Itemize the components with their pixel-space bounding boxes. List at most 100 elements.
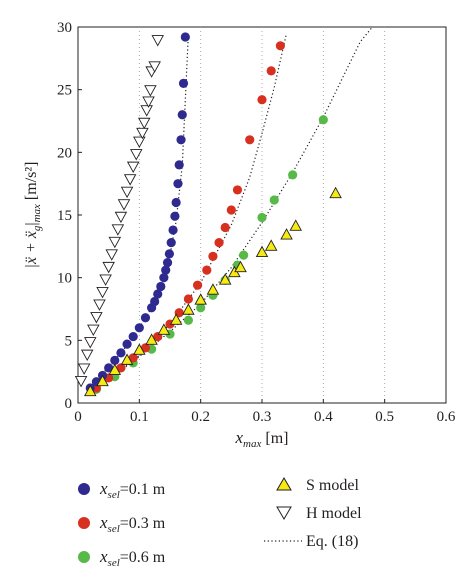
y-axis-label-unit: [m/s²]	[23, 161, 40, 200]
point-x-sel-0-3-m	[226, 205, 236, 215]
point-s-model	[280, 228, 293, 240]
point-x-sel-0-1-m	[173, 179, 183, 189]
legend-marker-triangle-down	[276, 506, 292, 520]
point-x-sel-0-1-m	[122, 339, 132, 349]
y-tick-label: 0	[65, 396, 73, 412]
x-ticks: 0 0.1 0.2 0.3 0.4 0.5 0.6	[74, 399, 456, 425]
point-x-sel-0-1-m	[161, 265, 171, 275]
point-h-model	[140, 105, 153, 117]
legend-label-xsel-0.3: xsel=0.3 m	[99, 513, 166, 535]
legend-marker-green-circle	[78, 551, 90, 563]
point-s-model	[145, 333, 158, 345]
point-x-sel-0-3-m	[193, 280, 203, 290]
point-h-model	[142, 96, 155, 108]
legend-item-xsel-0.3: xsel=0.3 m	[78, 513, 166, 535]
point-x-sel-0-3-m	[232, 185, 243, 195]
point-x-sel-0-1-m	[178, 78, 189, 88]
point-x-sel-0-1-m	[164, 249, 174, 259]
y-tick-label: 15	[57, 208, 72, 224]
point-x-sel-0-3-m	[183, 294, 193, 304]
legend-marker-blue-circle	[78, 483, 90, 495]
legend-item-xsel-0.1: xsel=0.1 m	[78, 479, 166, 501]
point-h-model	[96, 287, 109, 299]
point-h-model	[148, 61, 161, 73]
point-x-sel-0-3-m	[128, 353, 138, 363]
y-tick-label: 5	[65, 333, 73, 349]
point-x-sel-0-6-m	[318, 115, 328, 125]
legend: xsel=0.1 m xsel=0.3 m xsel=0.6 m S model…	[78, 477, 362, 569]
y-tick-label: 25	[57, 83, 72, 99]
point-h-model	[117, 199, 131, 211]
y-ticks: 0 5 10 15 20 25 30	[57, 20, 82, 412]
point-h-model	[111, 224, 125, 236]
point-x-sel-0-1-m	[162, 258, 173, 268]
eq18-curve-2	[96, 33, 288, 389]
y-axis-label-subtail: max	[31, 204, 43, 222]
y-axis-label-main: |ẍ + ẍ	[23, 230, 40, 268]
legend-marker-triangle-up	[276, 477, 292, 491]
point-x-sel-0-3-m	[116, 363, 126, 373]
data-points	[74, 32, 342, 397]
point-x-sel-0-3-m	[208, 251, 218, 261]
point-s-model	[194, 293, 207, 305]
point-x-sel-0-1-m	[166, 237, 176, 248]
point-x-sel-0-1-m	[170, 211, 180, 221]
point-x-sel-0-6-m	[239, 250, 249, 260]
x-axis-label-sub: max	[243, 438, 261, 450]
eq18-curve-3	[96, 26, 373, 390]
point-x-sel-0-1-m	[168, 225, 178, 235]
legend-marker-red-circle	[78, 517, 90, 529]
point-x-sel-0-3-m	[257, 95, 267, 105]
legend-item-xsel-0.6: xsel=0.6 m	[78, 547, 166, 569]
point-s-model	[108, 363, 122, 375]
point-s-model	[120, 353, 134, 365]
x-axis-label-unit: [m]	[265, 430, 288, 447]
point-h-model	[93, 299, 106, 311]
point-x-sel-0-1-m	[171, 197, 181, 208]
point-x-sel-0-1-m	[176, 135, 186, 145]
point-x-sel-0-6-m	[196, 303, 206, 313]
y-axis-label-tail: |	[23, 222, 40, 225]
point-s-model	[264, 239, 278, 251]
legend-label-xsel-0.1: xsel=0.1 m	[99, 479, 166, 501]
point-x-sel-0-1-m	[177, 110, 187, 120]
point-h-model	[126, 161, 140, 174]
point-h-model	[77, 363, 91, 375]
point-h-model	[74, 375, 88, 388]
x-tick-label: 0.3	[253, 409, 272, 425]
point-s-model	[329, 186, 342, 199]
point-h-model	[144, 85, 157, 97]
point-h-model	[102, 261, 115, 274]
point-s-model	[289, 219, 302, 231]
point-x-sel-0-3-m	[220, 222, 230, 233]
x-tick-label: 0.2	[191, 409, 210, 425]
point-x-sel-0-1-m	[104, 363, 114, 373]
y-axis-label-sub: g	[31, 225, 43, 231]
point-s-model	[84, 384, 97, 397]
point-x-sel-0-1-m	[134, 323, 144, 333]
point-h-model	[105, 249, 118, 261]
point-x-sel-0-6-m	[288, 170, 298, 180]
point-x-sel-0-6-m	[257, 212, 267, 223]
legend-label-eq18: Eq. (18)	[306, 533, 358, 550]
eq18-curves	[89, 26, 373, 390]
point-x-sel-0-3-m	[275, 41, 285, 51]
point-h-model	[99, 274, 112, 286]
point-s-model	[133, 343, 146, 355]
point-x-sel-0-1-m	[110, 355, 120, 365]
point-s-model	[255, 245, 269, 258]
point-x-sel-0-6-m	[183, 315, 193, 325]
point-x-sel-0-1-m	[174, 160, 184, 170]
x-tick-label: 0	[74, 409, 82, 425]
plot-area: 0 0.1 0.2 0.3 0.4 0.5 0.6 0 5 10 15 20 25 30	[57, 20, 456, 425]
point-x-sel-0-3-m	[214, 237, 224, 248]
x-tick-label: 0.4	[314, 409, 333, 425]
point-s-model	[218, 273, 232, 285]
point-x-sel-0-1-m	[128, 331, 138, 342]
legend-label-h-model: H model	[306, 505, 362, 522]
point-s-model	[157, 323, 171, 335]
y-axis-label: |ẍ + ẍg|max [m/s²]	[23, 161, 43, 268]
point-x-sel-0-1-m	[150, 296, 160, 307]
point-h-model	[123, 174, 137, 186]
